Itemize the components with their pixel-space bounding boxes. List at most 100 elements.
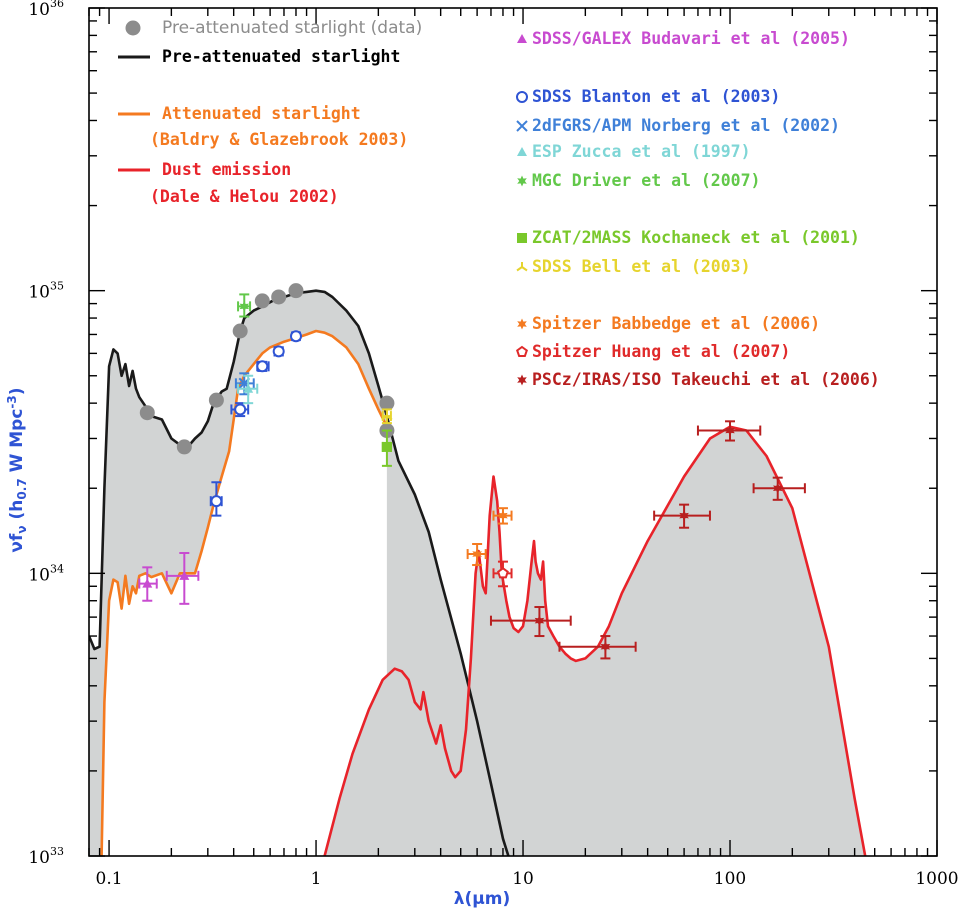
marker-star [472, 548, 482, 560]
data-point [176, 439, 192, 455]
marker-dot [139, 405, 155, 421]
y-axis-title-part: W Mpc [7, 409, 27, 479]
x-tick-label: 1 [311, 869, 322, 889]
data-series-bell [381, 408, 393, 425]
dust-fill [324, 426, 866, 856]
marker-cross [516, 120, 528, 132]
marker-star [679, 510, 689, 522]
legend-label: Spitzer Huang et al (2007) [532, 342, 790, 361]
data-point [254, 293, 270, 309]
marker-pentagon [497, 567, 509, 579]
marker-star [498, 510, 508, 522]
marker-star [517, 374, 527, 386]
marker-square [381, 441, 392, 452]
data-point [381, 429, 392, 467]
y-axis-title: νfν (h0.7 W Mpc-3) [5, 387, 29, 552]
legend-left-item: Pre-attenuated starlight [118, 47, 400, 66]
x-tick-label: 0.1 [96, 869, 123, 889]
marker-square [517, 233, 527, 243]
marker-dot [379, 395, 395, 411]
legend-right-item: Spitzer Huang et al (2007) [516, 342, 790, 361]
data-point [237, 293, 252, 318]
data-point [752, 476, 806, 501]
marker-dot [232, 323, 248, 339]
marker-dot [208, 392, 224, 408]
data-series-driver [237, 293, 252, 318]
marker-star [517, 374, 527, 386]
y-axis-title-part: ν [15, 525, 29, 533]
data-point [230, 402, 250, 418]
marker-tri-line [516, 262, 528, 272]
data-point-layer [138, 283, 806, 660]
legend-left-item: (Dale & Helou 2002) [150, 187, 339, 206]
marker-tri-line [381, 411, 393, 421]
marker-star [679, 510, 689, 522]
data-point [381, 408, 393, 425]
marker-circle [234, 403, 247, 416]
legend-label: Spitzer Babbedge et al (2006) [532, 314, 820, 333]
legend-right-item: Spitzer Babbedge et al (2006) [517, 314, 820, 333]
legend-left-item: Attenuated starlight [118, 104, 361, 123]
marker-dot [208, 392, 224, 408]
marker-star [239, 300, 249, 312]
legend-label: Attenuated starlight [162, 104, 361, 123]
legend-label: 2dFGRS/APM Norberg et al (2002) [532, 116, 840, 135]
data-point [288, 283, 304, 299]
marker-star [773, 482, 783, 494]
x-tick-labels: 0.1 1 10 100 1000 [96, 869, 959, 889]
attenuated-curve [100, 329, 389, 856]
pre-attenuated-curve [89, 289, 510, 856]
legend-left-item: Pre-attenuated starlight (data) [125, 18, 422, 38]
y-tick-exp: 33 [50, 845, 64, 858]
y-tick-base: 10 [28, 283, 50, 303]
legend-right-item: ZCAT/2MASS Kochaneck et al (2001) [517, 228, 860, 247]
legend-label: (Baldry & Glazebrook 2003) [150, 130, 408, 149]
marker-tri-line [381, 411, 393, 421]
data-point [139, 405, 155, 421]
legend-label: MGC Driver et al (2007) [532, 171, 760, 190]
marker-triangle [243, 383, 254, 393]
legend-label: PSCz/IRAS/ISO Takeuchi et al (2006) [532, 370, 880, 389]
legend-label: ZCAT/2MASS Kochaneck et al (2001) [532, 228, 860, 247]
marker-circle [289, 330, 302, 343]
marker-circle [272, 345, 285, 358]
data-point [208, 392, 224, 408]
y-axis-title-part: (h [7, 500, 27, 526]
marker-pentagon [516, 345, 528, 357]
marker-dot [176, 439, 192, 455]
data-series-zucca [237, 374, 259, 405]
marker-star [600, 641, 611, 653]
marker-circle [210, 495, 223, 508]
dust-emission-curve [323, 425, 867, 856]
marker-star [534, 615, 545, 627]
y-tick-base: 10 [28, 848, 50, 868]
axis-ticks [88, 7, 938, 857]
marker-dot [232, 323, 248, 339]
marker-dot [271, 289, 287, 305]
marker-triangle [142, 578, 153, 588]
marker-tri-line [516, 262, 528, 272]
y-axis-title-part: νf [7, 533, 27, 553]
data-series-budavari [138, 552, 200, 605]
y-tick-base: 10 [28, 565, 50, 585]
data-point [492, 560, 513, 588]
y-axis-title-part: -3 [5, 395, 19, 408]
data-point [256, 360, 270, 373]
y-tick-exp: 35 [50, 280, 64, 293]
marker-triangle [179, 570, 190, 580]
marker-dot [271, 289, 287, 305]
legend-right-item: ESP Zucca et al (1997) [517, 142, 751, 161]
marker-dot [176, 439, 192, 455]
y-tick-base: 10 [28, 0, 50, 20]
data-point [558, 635, 637, 660]
legend-label: Pre-attenuated starlight [162, 47, 400, 66]
legend-label: SDSS Blanton et al (2003) [532, 87, 780, 106]
marker-pentagon [497, 567, 509, 579]
marker-triangle [243, 383, 254, 393]
x-axis-title: λ(μm) [454, 889, 511, 909]
marker-star [239, 300, 249, 312]
data-point [466, 542, 487, 567]
legend-label: Dust emission [162, 160, 291, 179]
x-tick-label: 100 [714, 869, 746, 889]
